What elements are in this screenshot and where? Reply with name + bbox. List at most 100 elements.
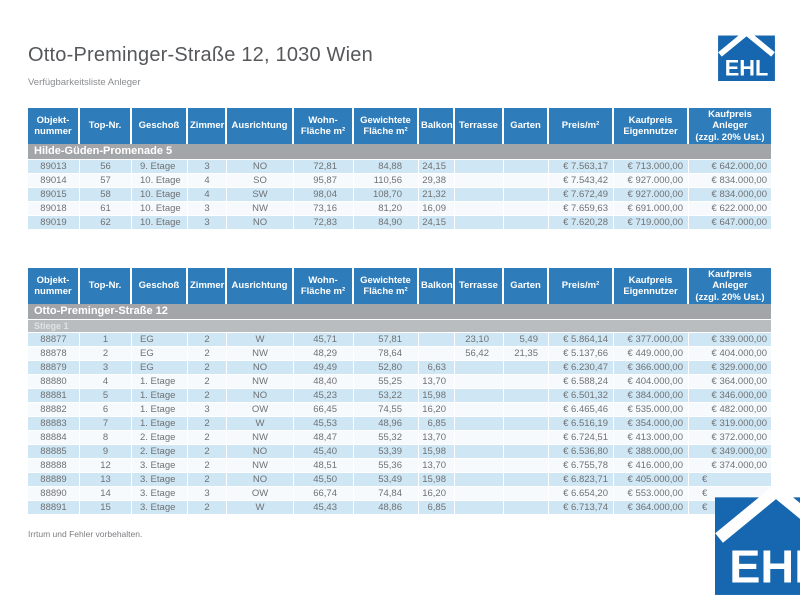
column-header: Top-Nr. — [80, 108, 132, 144]
table-cell — [504, 216, 549, 230]
table-cell: 15 — [80, 501, 132, 515]
table-cell: 23,10 — [455, 333, 504, 347]
table-cell: 10. Etage — [132, 188, 188, 202]
column-header: Kaufpreis Eigennutzer — [614, 268, 689, 304]
table-cell: OW — [227, 403, 294, 417]
table-cell — [455, 174, 504, 188]
table-row: 88883 7 1. Etage 2 W 45,53 48,96 6,85 € 6.516,19… — [28, 417, 771, 431]
table-cell: 21,35 — [504, 347, 549, 361]
column-header: Objekt- nummer — [28, 108, 80, 144]
table-cell: 3. Etage — [132, 473, 188, 487]
table-cell — [455, 417, 504, 431]
table-row: 88890 14 3. Etage 3 OW 66,74 74,84 16,20 € 6.654… — [28, 487, 771, 501]
table-cell: € 346.000,00 — [689, 389, 771, 403]
table-cell: € 384.000,00 — [614, 389, 689, 403]
table-row: 88888 12 3. Etage 2 NW 48,51 55,36 13,70 € 6.755… — [28, 459, 771, 473]
table-cell: 16,09 — [419, 202, 455, 216]
table-cell: 88879 — [28, 361, 80, 375]
table-cell: 108,70 — [354, 188, 419, 202]
table-cell: 88877 — [28, 333, 80, 347]
column-header: Geschoß — [132, 268, 188, 304]
table-row: 88885 9 2. Etage 2 NO 45,40 53,39 15,98 € 6.536,… — [28, 445, 771, 459]
table-cell — [455, 188, 504, 202]
table-cell: 1. Etage — [132, 389, 188, 403]
table-cell — [455, 445, 504, 459]
section-title: Hilde-Güden-Promenade 5 — [28, 144, 771, 160]
table-cell — [504, 202, 549, 216]
table-cell: 21,32 — [419, 188, 455, 202]
ehl-logo-square — [718, 35, 775, 81]
table-cell: € 404.000,00 — [614, 375, 689, 389]
table-cell: NW — [227, 202, 294, 216]
table-cell: € 7.620,28 — [549, 216, 614, 230]
table-cell: W — [227, 417, 294, 431]
table-cell: 16,20 — [419, 403, 455, 417]
table-cell: 4 — [80, 375, 132, 389]
table-cell — [504, 188, 549, 202]
table-cell: 24,15 — [419, 160, 455, 174]
table-cell: 66,45 — [294, 403, 354, 417]
table-cell: € 6.465,46 — [549, 403, 614, 417]
table-cell: 2 — [188, 431, 227, 445]
table-row: 88884 8 2. Etage 2 NW 48,47 55,32 13,70 € 6.724,… — [28, 431, 771, 445]
table-cell: 45,40 — [294, 445, 354, 459]
table-cell: € 927.000,00 — [614, 174, 689, 188]
table-cell: NO — [227, 473, 294, 487]
availability-table-otto-preminger: Objekt- nummer Top-Nr. Geschoß Zimmer Ausric… — [28, 268, 771, 515]
table-cell — [504, 501, 549, 515]
column-header: Terrasse — [455, 268, 504, 304]
table-cell: € 6.823,71 — [549, 473, 614, 487]
table-cell — [455, 389, 504, 403]
table-cell: € 319.000,00 — [689, 417, 771, 431]
table-cell: € 6.724,51 — [549, 431, 614, 445]
table-cell — [455, 361, 504, 375]
table-cell: € 553.000,00 — [614, 487, 689, 501]
column-header: Garten — [504, 268, 549, 304]
table-cell: 53,49 — [354, 473, 419, 487]
table-cell: 15,98 — [419, 473, 455, 487]
table-cell: 7 — [80, 417, 132, 431]
table-cell: 9 — [80, 445, 132, 459]
table-cell: 2 — [188, 375, 227, 389]
table-cell: € 374.000,00 — [689, 459, 771, 473]
table-cell: 12 — [80, 459, 132, 473]
ehl-logo-roof-icon — [718, 29, 775, 57]
table-row: 88882 6 1. Etage 3 OW 66,45 74,55 16,20 € 6.465,… — [28, 403, 771, 417]
table-cell: 72,81 — [294, 160, 354, 174]
availability-table-hilde-gueden: Objekt- nummer Top-Nr. Geschoß Zimmer Ausric… — [28, 108, 771, 230]
table-cell: 2 — [188, 361, 227, 375]
table-cell: € — [689, 473, 771, 487]
table-cell: EG — [132, 347, 188, 361]
table-cell: € 405.000,00 — [614, 473, 689, 487]
column-header: Kaufpreis Anleger (zzgl. 20% Ust.) — [689, 108, 771, 144]
table-cell: 81,20 — [354, 202, 419, 216]
ehl-logo-roof-icon — [715, 483, 800, 543]
table-cell: € 6.501,32 — [549, 389, 614, 403]
table-cell: 9. Etage — [132, 160, 188, 174]
table-cell — [504, 473, 549, 487]
table-cell: € 354.000,00 — [614, 417, 689, 431]
table-cell: € 364.000,00 — [614, 501, 689, 515]
table-row: 88891 15 3. Etage 2 W 45,43 48,86 6,85 € 6.713,7… — [28, 501, 771, 515]
table-cell: 48,47 — [294, 431, 354, 445]
table-cell: 1. Etage — [132, 417, 188, 431]
table-cell: 55,32 — [354, 431, 419, 445]
table-cell: 74,84 — [354, 487, 419, 501]
table-cell: 13,70 — [419, 375, 455, 389]
table-cell: 78,64 — [354, 347, 419, 361]
table-cell: € 377.000,00 — [614, 333, 689, 347]
table-cell: 3 — [188, 487, 227, 501]
ehl-logo-text: EHL — [729, 541, 800, 593]
table-cell: 5 — [80, 389, 132, 403]
table-cell: 98,04 — [294, 188, 354, 202]
table-cell: € 349.000,00 — [689, 445, 771, 459]
table-cell: 89019 — [28, 216, 80, 230]
table-cell: NO — [227, 389, 294, 403]
table-cell: 15,98 — [419, 389, 455, 403]
table-cell: 55,25 — [354, 375, 419, 389]
column-header: Ausrichtung — [227, 268, 294, 304]
table-cell — [455, 403, 504, 417]
table-row: 89018 61 10. Etage 3 NW 73,16 81,20 16,09 € 7.65… — [28, 202, 771, 216]
table-cell: € 834.000,00 — [689, 188, 771, 202]
table-cell — [455, 473, 504, 487]
